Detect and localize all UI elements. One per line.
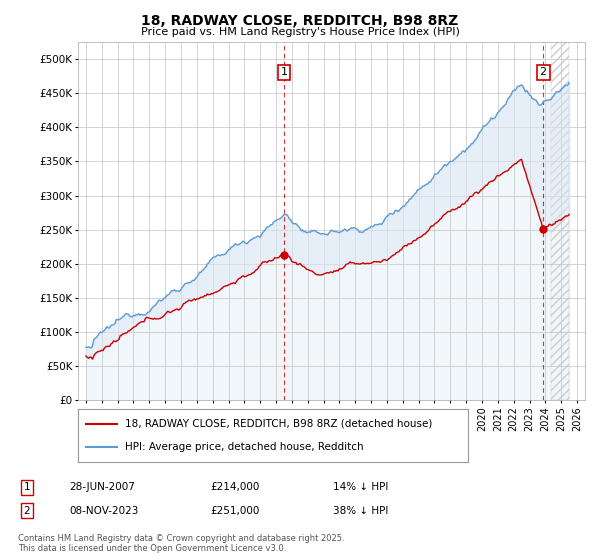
Text: Contains HM Land Registry data © Crown copyright and database right 2025.
This d: Contains HM Land Registry data © Crown c… xyxy=(18,534,344,553)
Text: Price paid vs. HM Land Registry's House Price Index (HPI): Price paid vs. HM Land Registry's House … xyxy=(140,27,460,37)
Text: 14% ↓ HPI: 14% ↓ HPI xyxy=(333,482,388,492)
Text: 2: 2 xyxy=(539,67,547,77)
Text: £251,000: £251,000 xyxy=(210,506,259,516)
Text: 1: 1 xyxy=(23,482,31,492)
Text: HPI: Average price, detached house, Redditch: HPI: Average price, detached house, Redd… xyxy=(125,442,364,452)
Text: 18, RADWAY CLOSE, REDDITCH, B98 8RZ: 18, RADWAY CLOSE, REDDITCH, B98 8RZ xyxy=(142,14,458,28)
Text: 2: 2 xyxy=(23,506,31,516)
Text: 1: 1 xyxy=(280,67,287,77)
Text: 38% ↓ HPI: 38% ↓ HPI xyxy=(333,506,388,516)
Text: 28-JUN-2007: 28-JUN-2007 xyxy=(69,482,135,492)
Text: 18, RADWAY CLOSE, REDDITCH, B98 8RZ (detached house): 18, RADWAY CLOSE, REDDITCH, B98 8RZ (det… xyxy=(125,419,432,429)
Text: £214,000: £214,000 xyxy=(210,482,259,492)
Text: 08-NOV-2023: 08-NOV-2023 xyxy=(69,506,139,516)
